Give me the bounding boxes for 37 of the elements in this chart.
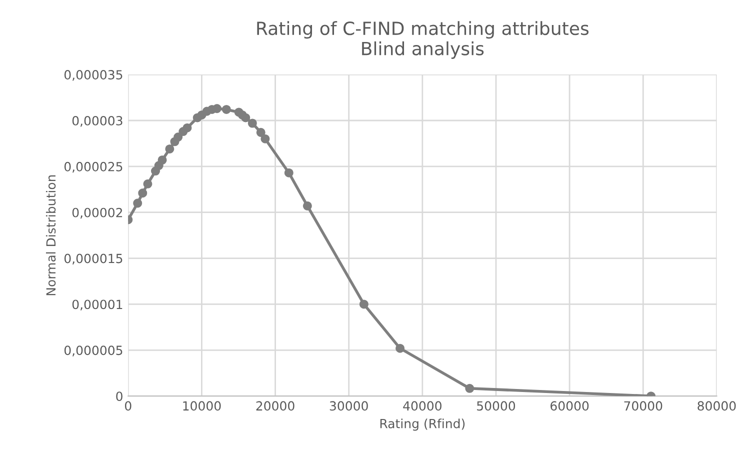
y-tick-label: 0 xyxy=(116,392,122,402)
y-tick-label: 0,000025 xyxy=(64,162,122,173)
x-tick-label: 10000 xyxy=(183,401,221,411)
y-tick-label: 0,00002 xyxy=(72,208,122,219)
point xyxy=(302,201,312,210)
x-axis-title: Rating (Rfind) xyxy=(380,418,465,431)
point xyxy=(138,188,148,198)
y-tick-label: 0,000035 xyxy=(64,70,122,81)
x-tick-label: 20000 xyxy=(256,401,294,411)
chart-title: Rating of C-FIND matching attributes Blind analysis xyxy=(257,21,589,59)
point xyxy=(465,384,474,393)
x-tick-label: 80000 xyxy=(698,401,736,411)
point xyxy=(260,134,270,144)
x-tick-label: 0 xyxy=(124,401,132,411)
y-tick-label: 0,00001 xyxy=(72,300,122,310)
x-tick-label: 60000 xyxy=(550,401,589,411)
point xyxy=(359,300,368,309)
x-tick-label: 30000 xyxy=(330,401,368,411)
point xyxy=(133,198,142,208)
y-tick-label: 0,00003 xyxy=(72,116,122,127)
point xyxy=(248,118,257,128)
x-tick-label: 40000 xyxy=(403,401,442,411)
point xyxy=(241,113,250,122)
point xyxy=(256,128,266,137)
point xyxy=(222,104,231,114)
x-tick-label: 70000 xyxy=(624,401,662,411)
point xyxy=(284,168,294,178)
point xyxy=(165,144,174,154)
y-axis-title: Normal Distribution xyxy=(46,175,56,296)
point xyxy=(158,155,167,165)
point xyxy=(182,123,192,132)
point xyxy=(396,344,405,353)
y-tick-label: 0,000015 xyxy=(64,254,122,264)
y-tick-label: 0,000005 xyxy=(64,346,122,356)
point xyxy=(174,132,183,142)
point xyxy=(143,179,152,188)
x-tick-label: 50000 xyxy=(477,401,516,411)
